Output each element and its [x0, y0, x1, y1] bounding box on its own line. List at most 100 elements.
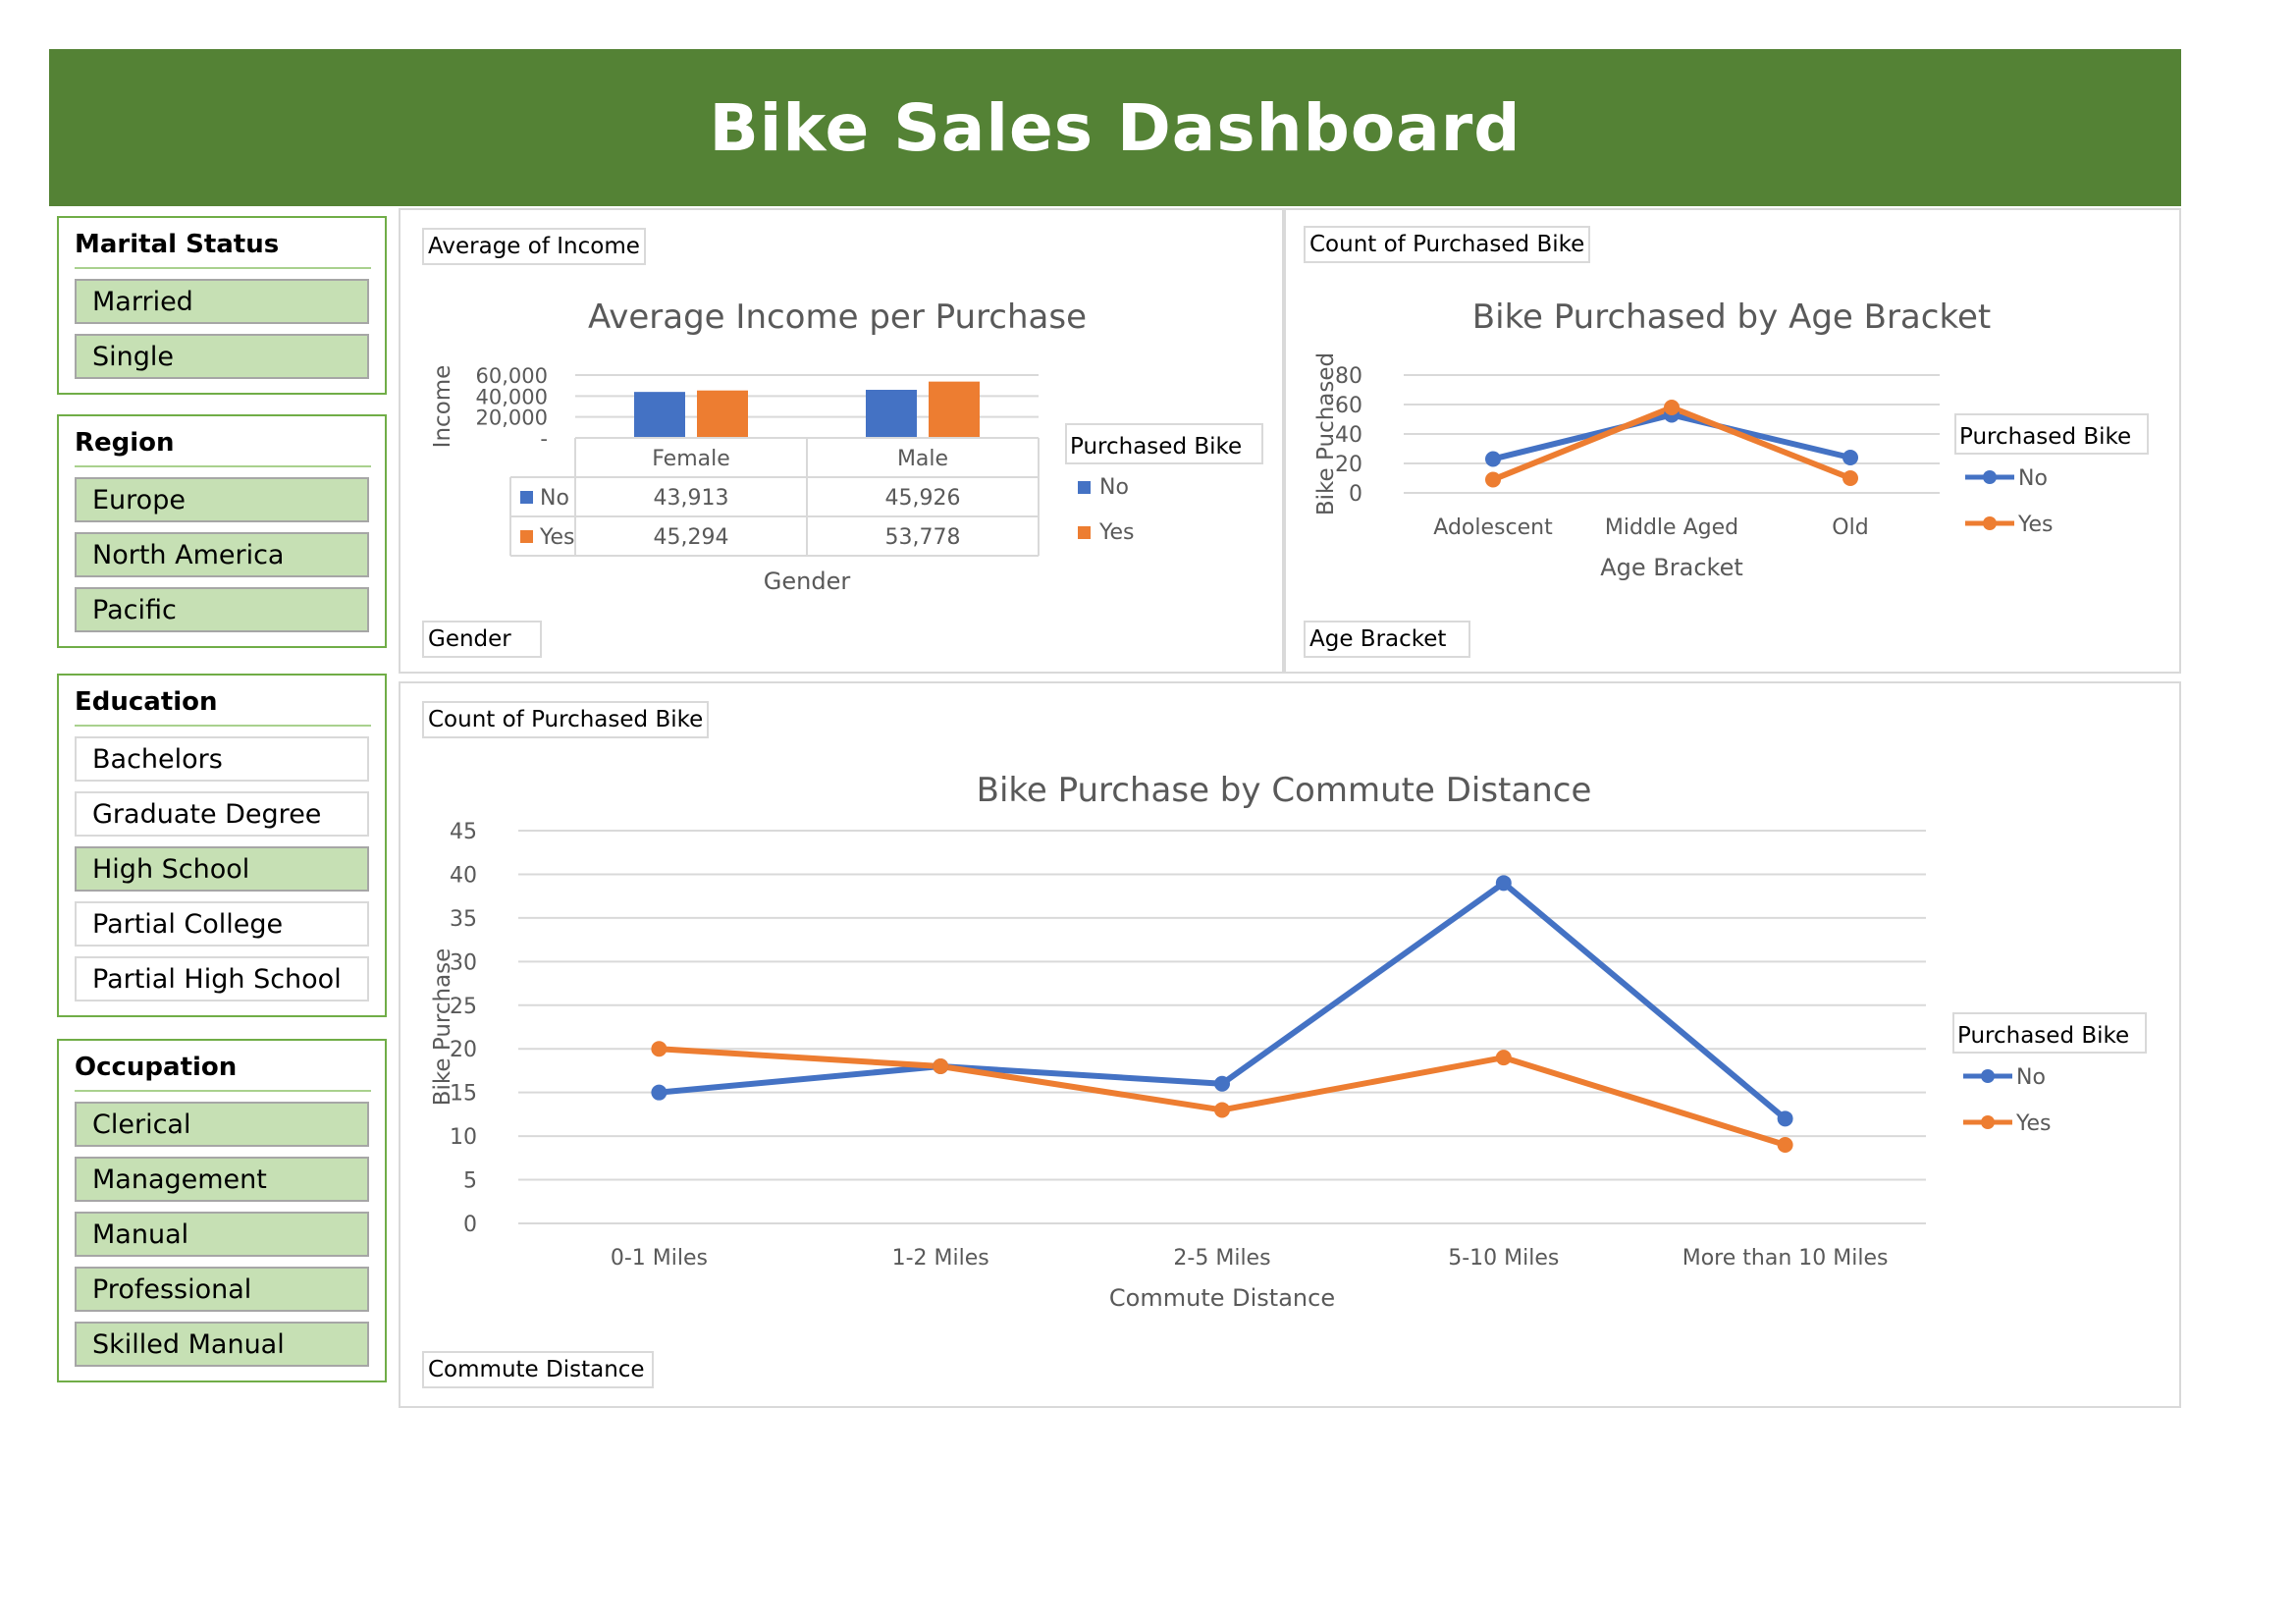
legend-label: No — [2016, 1065, 2046, 1090]
data-point-no — [651, 1084, 667, 1101]
y-tick-label: 20 — [1335, 453, 1362, 477]
slicer-item[interactable]: Married — [75, 279, 369, 324]
slicer-item[interactable]: Pacific — [75, 587, 369, 632]
slicer-items: Bachelors Graduate Degree High School Parti… — [59, 727, 385, 1015]
y-tick-label: 35 — [450, 907, 477, 932]
data-point-yes — [933, 1058, 949, 1074]
y-tick-label: 40 — [450, 863, 477, 888]
slicer-item[interactable]: Manual — [75, 1212, 369, 1257]
legend-marker — [1981, 1115, 1995, 1129]
y-axis-label: Bike Purchase — [430, 948, 455, 1107]
data-point-yes — [651, 1041, 667, 1057]
bar-yes — [697, 390, 748, 438]
chart-title: Average Income per Purchase — [588, 298, 1087, 337]
y-axis-label: Bike Puchased — [1313, 352, 1339, 515]
income-chart-panel: Average of Income Average Income per Pur… — [399, 208, 1284, 674]
income-chart: Average Income per Purchase 60,00040,0002… — [430, 298, 1263, 595]
commute-chart: Bike Purchase by Commute Distance 0 5 10 15 2… — [430, 771, 2147, 1312]
value-field-button[interactable]: Count of Purchased Bike — [1304, 226, 1591, 263]
data-point-no — [1485, 451, 1501, 467]
data-value-label: 45,926 — [885, 486, 961, 511]
y-tick-label: 10 — [450, 1125, 477, 1150]
x-tick-label: More than 10 Miles — [1682, 1246, 1889, 1271]
y-tick-label: 40,000 — [476, 385, 548, 408]
legend-label: No — [1099, 475, 1129, 500]
x-tick-label: Middle Aged — [1605, 515, 1738, 540]
x-tick-label: 2-5 Miles — [1173, 1246, 1270, 1271]
age-chart-panel: Count of Purchased Bike Bike Purchased b… — [1284, 208, 2181, 674]
slicer-item[interactable]: Professional — [75, 1267, 369, 1312]
bar-yes — [929, 381, 980, 438]
x-axis-label: Age Bracket — [1600, 554, 1743, 581]
commute-chart-panel: Count of Purchased Bike Bike Purchase by… — [399, 681, 2181, 1408]
data-point-yes — [1842, 470, 1858, 486]
data-point-yes — [1214, 1102, 1230, 1118]
value-field-button[interactable]: Average of Income — [422, 228, 646, 265]
slicer-item[interactable]: Management — [75, 1157, 369, 1202]
slicer-item[interactable]: Graduate Degree — [75, 791, 369, 837]
legend-label: Yes — [2017, 513, 2054, 537]
x-axis-label: Gender — [764, 568, 851, 595]
series-line-yes — [659, 1046, 1787, 1148]
slicer-title: Region — [75, 428, 371, 467]
slicer-item[interactable]: Single — [75, 334, 369, 379]
slicer-items: Europe North America Pacific — [59, 467, 385, 646]
table-series-name: No — [540, 486, 569, 511]
data-point-no — [1495, 875, 1512, 892]
legend-title: Purchased Bike — [1957, 1023, 2129, 1049]
data-point-yes — [1485, 471, 1501, 488]
y-tick-label: 80 — [1335, 364, 1362, 389]
y-axis-label: Income — [430, 365, 455, 449]
data-point-yes — [1777, 1137, 1793, 1153]
legend-label: Yes — [1098, 520, 1135, 545]
dashboard-title: Bike Sales Dashboard — [709, 89, 1522, 166]
y-tick-label: 60,000 — [476, 364, 548, 388]
value-field-button[interactable]: Count of Purchased Bike — [422, 701, 710, 738]
slicer-marital-status: Marital Status Married Single — [57, 216, 387, 395]
slicer-occupation: Occupation Clerical Management Manual Profe… — [57, 1039, 387, 1382]
y-tick-label: 40 — [1335, 423, 1362, 448]
data-value-label: 45,294 — [654, 525, 729, 550]
slicer-item[interactable]: Europe — [75, 477, 369, 522]
slicer-region: Region Europe North America Pacific — [57, 414, 387, 648]
slicer-item[interactable]: Partial High School — [75, 956, 369, 1001]
category-label: Male — [897, 447, 948, 471]
x-tick-label: Adolescent — [1433, 515, 1553, 540]
y-tick-label: 30 — [450, 950, 477, 975]
legend-marker — [1983, 516, 1997, 530]
y-tick-label: 25 — [450, 995, 477, 1019]
bar-no — [634, 392, 685, 438]
axis-field-button[interactable]: Commute Distance — [422, 1351, 654, 1388]
legend-marker — [1981, 1069, 1995, 1083]
slicer-items: Clerical Management Manual Professional Skil… — [59, 1092, 385, 1380]
slicer-item[interactable]: North America — [75, 532, 369, 577]
axis-field-button[interactable]: Gender — [422, 621, 542, 658]
age-chart: Bike Purchased by Age Bracket 0 20 40 60 80 Ad… — [1313, 298, 2149, 581]
y-tick-label: 60 — [1335, 394, 1362, 418]
slicer-item[interactable]: Bachelors — [75, 736, 369, 782]
slicer-item[interactable]: Clerical — [75, 1102, 369, 1147]
slicer-title: Education — [75, 687, 371, 727]
y-tick-label: 45 — [450, 820, 477, 844]
legend-key — [1078, 481, 1091, 494]
y-tick-label: 5 — [463, 1169, 477, 1194]
slicer-item[interactable]: Partial College — [75, 901, 369, 947]
axis-field-button[interactable]: Age Bracket — [1304, 621, 1470, 658]
x-tick-label: Old — [1832, 515, 1868, 540]
category-label: Female — [652, 447, 730, 471]
y-tick-label: 20,000 — [476, 406, 548, 430]
slicer-title: Occupation — [75, 1053, 371, 1092]
slicer-education: Education Bachelors Graduate Degree High S… — [57, 674, 387, 1017]
x-tick-label: 0-1 Miles — [611, 1246, 708, 1271]
y-tick-label: 0 — [1349, 482, 1362, 507]
slicer-item[interactable]: Skilled Manual — [75, 1322, 369, 1367]
legend-title: Purchased Bike — [1070, 434, 1242, 460]
y-tick-label: 20 — [450, 1038, 477, 1062]
legend-label: Yes — [2015, 1111, 2052, 1136]
y-tick-label: - — [540, 427, 548, 451]
data-point-no — [1842, 450, 1858, 465]
legend-title: Purchased Bike — [1959, 424, 2131, 450]
slicer-item[interactable]: High School — [75, 846, 369, 892]
data-value-label: 53,778 — [885, 525, 961, 550]
table-series-name: Yes — [539, 525, 575, 550]
